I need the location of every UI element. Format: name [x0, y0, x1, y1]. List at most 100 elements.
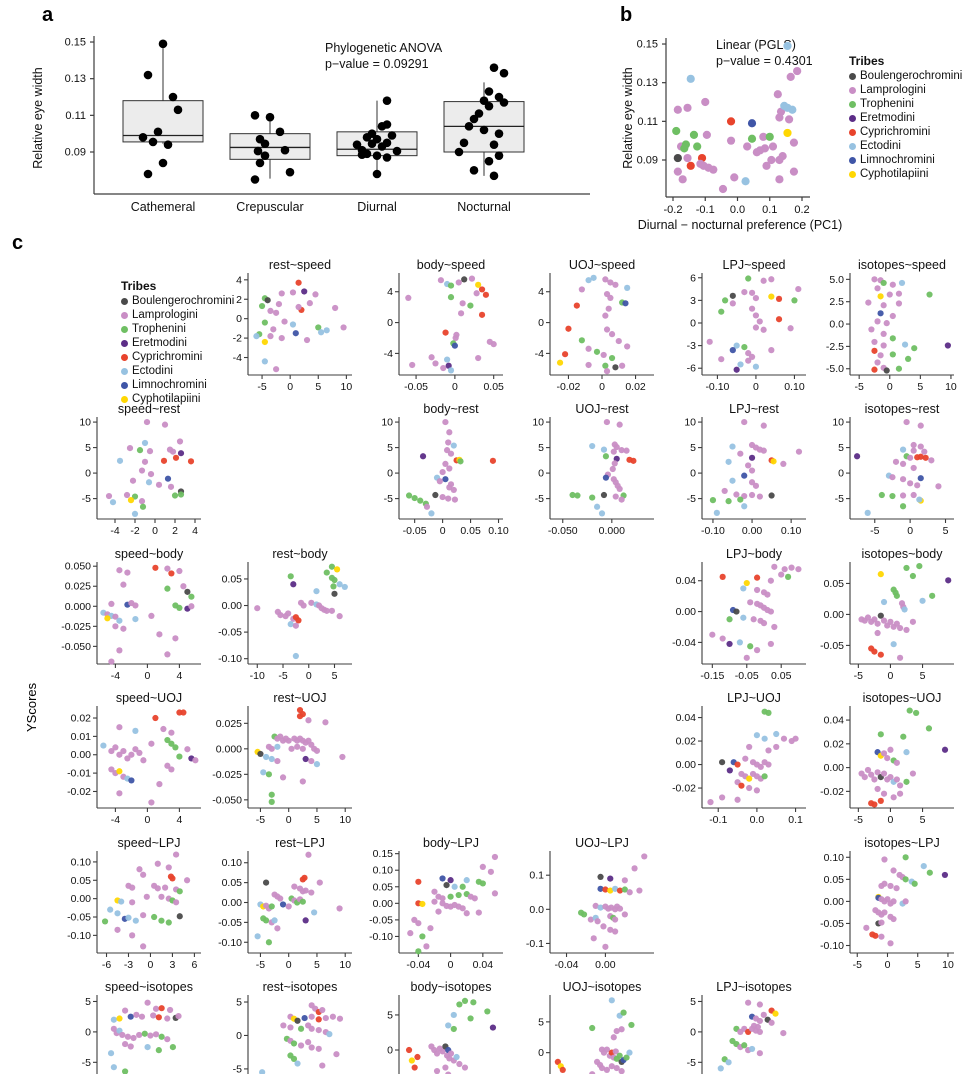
legend-title: Tribes: [121, 279, 157, 293]
svg-text:0.1: 0.1: [529, 870, 544, 882]
svg-text:-0.05: -0.05: [820, 918, 844, 930]
svg-text:4: 4: [176, 814, 182, 826]
svg-text:rest~speed: rest~speed: [269, 258, 331, 272]
svg-text:10: 10: [381, 417, 393, 429]
svg-text:0.0: 0.0: [730, 204, 745, 216]
svg-text:0.00: 0.00: [373, 898, 394, 910]
legend-item: Eretmodini: [121, 336, 234, 350]
svg-text:0: 0: [838, 468, 844, 480]
legend-item: Limnochromini: [121, 378, 234, 392]
svg-text:-0.025: -0.025: [61, 621, 91, 633]
svg-text:0.10: 0.10: [222, 857, 243, 869]
plot-UOJ~speed: UOJ~speed -4 0 4 -0.02 0 0.02: [535, 258, 654, 393]
panel-a-boxplot: 0.09 0.11 0.13 0.15 Relative eye width Phylog…: [28, 0, 620, 235]
svg-text:4: 4: [236, 274, 242, 286]
plot-body~speed: body~speed -4 0 4 -0.05 0 0.05: [384, 258, 504, 393]
legend-swatch: [849, 86, 856, 94]
svg-text:2.5: 2.5: [829, 296, 844, 308]
plot-UOJ~LPJ: UOJ~LPJ -0.1 0.0 0.1 -0.04 0.00: [526, 836, 654, 971]
svg-text:10: 10: [341, 381, 353, 393]
svg-text:-2: -2: [233, 333, 242, 345]
svg-text:Crepuscular: Crepuscular: [236, 200, 303, 214]
svg-text:5: 5: [538, 1016, 544, 1028]
plot-LPJ~rest: LPJ~rest -5 0 5 10 -0.10 0.00 0.10: [684, 402, 806, 537]
svg-text:-0.01: -0.01: [67, 768, 91, 780]
svg-text:0.02: 0.02: [625, 381, 646, 393]
legend-swatch: [849, 142, 856, 150]
panel-a-plot-svg: 0.09 0.11 0.13 0.15 Relative eye width Phylog…: [31, 36, 590, 214]
svg-text:0.10: 0.10: [784, 381, 805, 393]
svg-text:5: 5: [315, 381, 321, 393]
svg-text:-5: -5: [233, 1063, 242, 1074]
svg-text:-5: -5: [835, 493, 844, 505]
svg-text:-4: -4: [535, 348, 544, 360]
svg-text:0: 0: [690, 317, 696, 329]
svg-text:-0.05: -0.05: [218, 627, 242, 639]
plot-rest~body: rest~body -0.10 -0.05 0.00 0.05 -10 -5 0 5: [218, 547, 352, 682]
svg-text:-4: -4: [384, 348, 393, 360]
svg-text:0.0: 0.0: [750, 814, 765, 826]
legend-label: Eretmodini: [132, 337, 187, 349]
svg-text:speed~isotopes: speed~isotopes: [105, 980, 193, 994]
svg-text:-4: -4: [233, 352, 242, 364]
svg-text:-0.10: -0.10: [369, 931, 393, 943]
svg-text:4: 4: [176, 670, 182, 682]
svg-text:LPJ~isotopes: LPJ~isotopes: [716, 980, 791, 994]
legend-swatch: [121, 395, 128, 403]
svg-text:-4: -4: [110, 525, 119, 537]
svg-text:rest~isotopes: rest~isotopes: [263, 980, 338, 994]
svg-text:5: 5: [85, 442, 91, 454]
svg-text:Diurnal: Diurnal: [357, 200, 397, 214]
svg-text:5: 5: [917, 381, 923, 393]
svg-text:5: 5: [838, 442, 844, 454]
svg-text:0.0: 0.0: [529, 904, 544, 916]
legend-swatch: [121, 311, 128, 319]
svg-text:isotopes~speed: isotopes~speed: [858, 258, 946, 272]
svg-text:Relative eye width: Relative eye width: [621, 67, 635, 168]
svg-text:Cathemeral: Cathemeral: [131, 200, 196, 214]
svg-text:0.11: 0.11: [637, 116, 658, 128]
legend-label: Eretmodini: [860, 112, 915, 124]
plot-speed~rest: speed~rest -5 0 5 10 -4 -2 0 2 4: [79, 402, 201, 537]
svg-text:0: 0: [907, 525, 913, 537]
svg-text:-0.02: -0.02: [556, 381, 580, 393]
svg-text:-0.050: -0.050: [61, 641, 91, 653]
svg-text:rest~body: rest~body: [272, 547, 328, 561]
svg-text:0.10: 0.10: [824, 852, 845, 864]
svg-text:10: 10: [339, 814, 351, 826]
svg-text:-0.05: -0.05: [369, 914, 393, 926]
svg-text:0.025: 0.025: [65, 581, 91, 593]
svg-text:10: 10: [832, 417, 844, 429]
svg-text:6: 6: [690, 272, 696, 284]
svg-text:0.04: 0.04: [824, 715, 845, 727]
svg-text:0.000: 0.000: [216, 743, 242, 755]
panel-c-label: c: [12, 232, 24, 254]
svg-text:0.0: 0.0: [829, 319, 844, 331]
svg-text:0: 0: [538, 317, 544, 329]
svg-text:0.00: 0.00: [71, 893, 92, 905]
plot-speed~body: speed~body -0.050 -0.025 0.000 0.025 0.050 -4 0…: [61, 547, 201, 682]
legend-swatch: [121, 325, 128, 333]
svg-text:0: 0: [888, 814, 894, 826]
svg-text:0.04: 0.04: [676, 712, 697, 724]
svg-text:3: 3: [170, 959, 176, 971]
plot-speed~isotopes: speed~isotopes-10-505: [82, 980, 193, 1074]
panel-c-legend: Tribes Boulengerochromini Lamprologini Trop…: [121, 279, 234, 406]
svg-text:0.00: 0.00: [595, 959, 616, 971]
svg-text:-0.05: -0.05: [67, 912, 91, 924]
svg-text:UOJ~rest: UOJ~rest: [575, 402, 629, 416]
svg-text:0.00: 0.00: [742, 525, 763, 537]
legend-label: Boulengerochromini: [132, 295, 235, 307]
svg-text:10: 10: [684, 417, 696, 429]
svg-text:-0.05: -0.05: [403, 525, 427, 537]
svg-text:10: 10: [942, 959, 954, 971]
svg-text:-4: -4: [111, 670, 120, 682]
svg-text:0.025: 0.025: [216, 718, 242, 730]
legend-label: Lamprologini: [132, 309, 198, 321]
svg-text:isotopes~rest: isotopes~rest: [865, 402, 940, 416]
legend-label: Ectodini: [132, 365, 173, 377]
legend-item: Trophenini: [849, 97, 962, 111]
svg-text:-0.05: -0.05: [820, 640, 844, 652]
svg-text:speed~rest: speed~rest: [118, 402, 181, 416]
svg-text:5: 5: [920, 670, 926, 682]
